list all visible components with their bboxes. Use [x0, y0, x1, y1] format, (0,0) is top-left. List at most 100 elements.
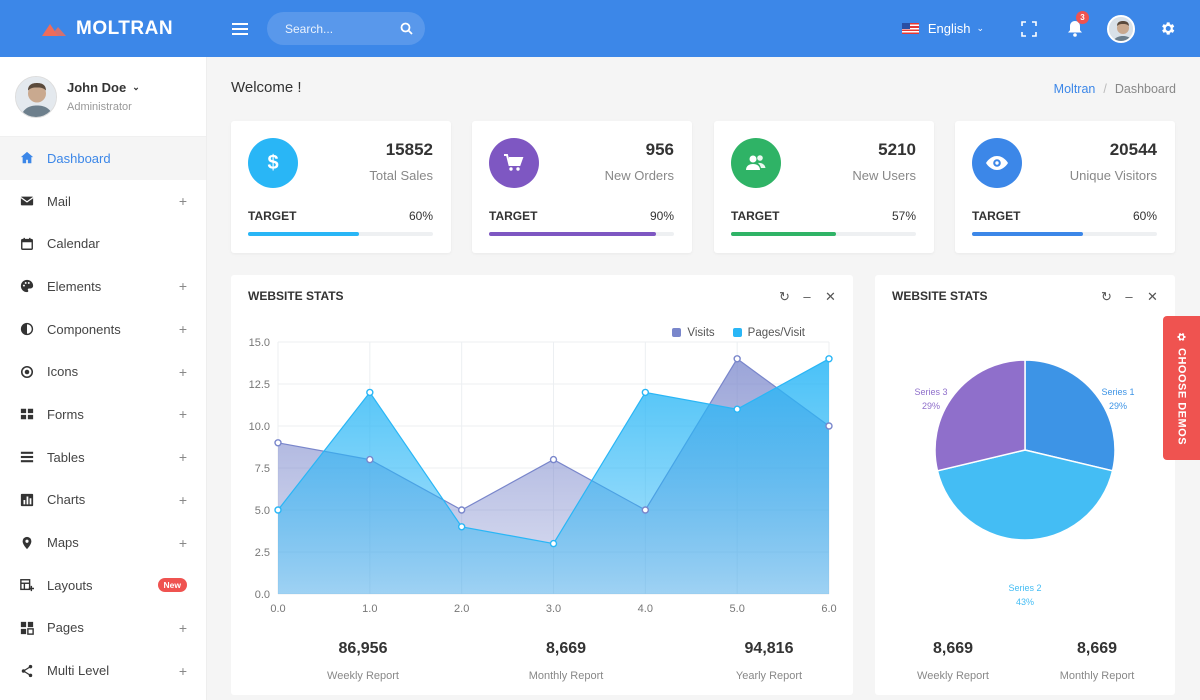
pie-percent-label: 29% — [922, 401, 940, 411]
expand-plus-icon[interactable]: + — [178, 363, 187, 380]
expand-plus-icon[interactable]: + — [178, 619, 187, 636]
expand-plus-icon[interactable]: + — [178, 491, 187, 508]
data-point — [733, 355, 741, 363]
stat-label: New Users — [852, 168, 916, 183]
sidebar-item-multi-level[interactable]: Multi Level + — [0, 649, 206, 692]
sidebar-item-label: Mail — [47, 193, 71, 209]
hamburger-icon — [232, 22, 248, 35]
gear-icon — [1161, 22, 1174, 35]
sidebar-item-label: Pages — [47, 620, 84, 636]
charts-icon — [19, 492, 35, 508]
website-stats-area-panel: WEBSITE STATS ↻ – ✕ Visits Pages/Visit 0… — [231, 275, 853, 695]
minimize-icon[interactable]: – — [1125, 289, 1133, 304]
bell-icon — [1068, 21, 1082, 37]
sidebar-item-calendar[interactable]: Calendar — [0, 222, 206, 265]
sidebar-item-maps[interactable]: Maps + — [0, 521, 206, 564]
refresh-icon[interactable]: ↻ — [1101, 289, 1112, 304]
avatar — [15, 75, 57, 118]
search-icon[interactable] — [400, 22, 413, 35]
sidebar-item-label: Forms — [47, 406, 84, 422]
sidebar-item-tables[interactable]: Tables + — [0, 436, 206, 479]
data-point — [733, 405, 741, 413]
stat-card: 5210 New Users TARGET 57% — [714, 121, 934, 253]
legend-item-pages-visit[interactable]: Pages/Visit — [732, 327, 805, 339]
user-name[interactable]: John Doe — [67, 80, 127, 95]
pie-chart: Series 1 29% Series 2 43% Series 3 29% — [914, 359, 1135, 607]
data-point — [366, 388, 374, 397]
target-progress-bar — [731, 232, 916, 236]
progress-fill — [972, 232, 1083, 236]
data-point — [457, 506, 466, 514]
eye-icon — [972, 138, 1022, 188]
expand-plus-icon[interactable]: + — [178, 534, 187, 551]
forms-icon — [19, 406, 35, 422]
report-value: 8,669 — [932, 640, 974, 657]
panel-tools: ↻ – ✕ — [779, 289, 836, 305]
profile-button[interactable] — [1098, 0, 1144, 57]
x-tick-label: 3.0 — [546, 603, 561, 615]
expand-plus-icon[interactable]: + — [178, 278, 187, 295]
sidebar-item-layouts[interactable]: Layouts New — [0, 564, 206, 607]
x-tick-label: 4.0 — [638, 603, 653, 615]
target-progress-bar — [972, 232, 1157, 236]
target-label: TARGET — [489, 209, 538, 223]
pie-slice[interactable] — [1024, 359, 1116, 472]
language-selector[interactable]: English ⌄ — [901, 21, 984, 36]
target-label: TARGET — [248, 209, 297, 223]
users-icon — [731, 138, 781, 188]
brand-name: MOLTRAN — [76, 17, 174, 39]
us-flag-icon — [901, 23, 919, 34]
menu-toggle-button[interactable] — [221, 10, 259, 48]
tables-icon — [19, 449, 35, 465]
close-icon[interactable]: ✕ — [1147, 289, 1158, 304]
notifications-button[interactable]: 3 — [1052, 0, 1098, 57]
pie-percent-label: 29% — [1109, 401, 1127, 411]
sidebar-item-mail[interactable]: Mail + — [0, 180, 206, 223]
expand-plus-icon[interactable]: + — [178, 449, 187, 466]
sidebar-item-elements[interactable]: Elements + — [0, 265, 206, 308]
legend-item-visits[interactable]: Visits — [672, 327, 715, 339]
expand-plus-icon[interactable]: + — [178, 662, 187, 679]
report-label: Weekly Report — [327, 670, 399, 682]
expand-plus-icon[interactable]: + — [178, 321, 187, 338]
report-summary: 94,816 Yearly Report — [699, 640, 839, 682]
settings-button[interactable] — [1144, 0, 1190, 57]
breadcrumb-separator: / — [1103, 82, 1107, 96]
y-tick-label: 7.5 — [255, 463, 270, 475]
chevron-down-icon[interactable]: ⌄ — [132, 82, 140, 92]
sidebar-item-label: Tables — [47, 449, 85, 465]
search-input[interactable] — [285, 21, 385, 36]
sidebar-item-icons[interactable]: Icons + — [0, 350, 206, 393]
avatar — [1107, 14, 1135, 43]
choose-demos-tab[interactable]: CHOOSE DEMOS — [1163, 316, 1200, 460]
pie-slice[interactable] — [936, 449, 1114, 541]
sidebar-item-charts[interactable]: Charts + — [0, 479, 206, 522]
mail-icon — [19, 193, 35, 209]
fullscreen-button[interactable] — [1006, 0, 1052, 57]
brand-logo[interactable]: MOLTRAN — [0, 0, 207, 57]
y-tick-label: 0.0 — [255, 589, 270, 601]
data-point — [457, 523, 466, 531]
sidebar-item-dashboard[interactable]: Dashboard — [0, 137, 206, 180]
refresh-icon[interactable]: ↻ — [779, 289, 790, 304]
home-icon — [19, 150, 35, 166]
sidebar-item-pages[interactable]: Pages + — [0, 607, 206, 650]
data-point — [549, 455, 558, 464]
expand-plus-icon[interactable]: + — [178, 406, 187, 423]
sidebar-item-forms[interactable]: Forms + — [0, 393, 206, 436]
minimize-icon[interactable]: – — [803, 289, 811, 304]
breadcrumb-root-link[interactable]: Moltran — [1053, 82, 1096, 96]
y-tick-label: 15.0 — [249, 337, 270, 349]
sidebar-item-components[interactable]: Components + — [0, 308, 206, 351]
x-tick-label: 6.0 — [821, 603, 836, 615]
panel-title: WEBSITE STATS — [248, 289, 344, 303]
stat-label: New Orders — [604, 168, 674, 183]
pie-slice[interactable] — [934, 359, 1026, 472]
user-profile[interactable]: John Doe ⌄ Administrator — [0, 57, 206, 137]
user-role: Administrator — [67, 101, 132, 113]
pie-series-label: Series 2 — [1008, 583, 1041, 593]
close-icon[interactable]: ✕ — [825, 289, 836, 304]
expand-plus-icon[interactable]: + — [178, 193, 187, 210]
stat-card: $15852 Total Sales TARGET 60% — [231, 121, 451, 253]
language-label: English — [927, 21, 971, 36]
